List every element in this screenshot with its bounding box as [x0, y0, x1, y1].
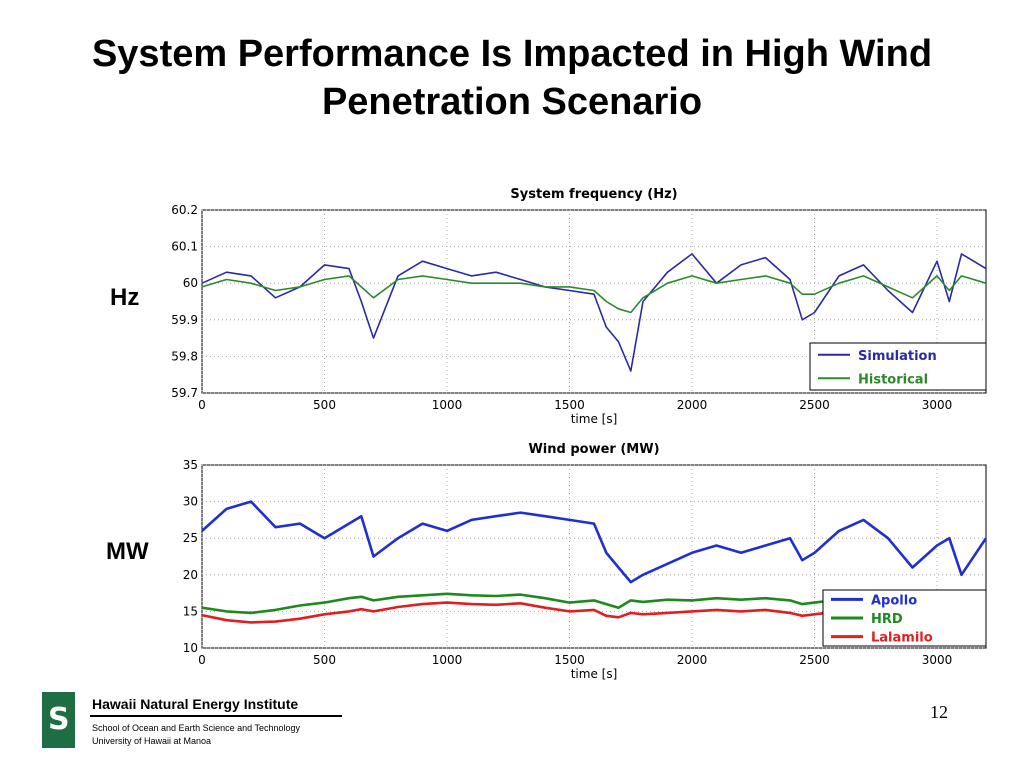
legend-label: HRD [871, 612, 903, 627]
legend-label: Simulation [858, 349, 937, 364]
x-tick-label: 0 [198, 653, 206, 667]
y-tick-label: 25 [183, 531, 198, 545]
x-tick-label: 1500 [554, 653, 585, 667]
x-tick-label: 1000 [432, 398, 463, 412]
y-tick-label: 30 [183, 495, 198, 509]
x-tick-label: 500 [313, 398, 336, 412]
x-tick-label: 500 [313, 653, 336, 667]
x-tick-label: 2500 [799, 653, 830, 667]
x-axis-label: time [s] [571, 412, 618, 426]
y-tick-label: 59.7 [171, 386, 198, 400]
slide-title-line2: Penetration Scenario [321, 81, 703, 123]
y-tick-label: 35 [183, 458, 198, 472]
chart-title: System frequency (Hz) [510, 187, 677, 202]
x-tick-label: 3000 [922, 398, 953, 412]
y-tick-label: 10 [183, 641, 198, 655]
x-tick-label: 2000 [677, 653, 708, 667]
page-number: 12 [930, 702, 948, 722]
slide-title: System Performance Is Impacted in High W… [40, 30, 984, 126]
legend-label: Lalamilo [871, 631, 933, 646]
school-name: School of Ocean and Earth Science and Te… [92, 723, 300, 733]
legend-label: Apollo [871, 593, 917, 608]
y-tick-label: 59.8 [171, 349, 198, 363]
x-axis-label: time [s] [571, 667, 618, 681]
x-tick-label: 1500 [554, 398, 585, 412]
legend-box [809, 342, 987, 391]
series-line-simulation [201, 253, 987, 372]
frequency-unit-label: Hz [110, 284, 140, 311]
y-tick-label: 60.2 [171, 203, 198, 217]
institute-name: Hawaii Natural Energy Institute [92, 696, 299, 712]
series-line-apollo [201, 500, 988, 584]
footer-divider [90, 715, 342, 717]
chart-1: 0 500 1000 1500 2000 2500 3000 59.7 59.8 59.9 60 60… [171, 187, 987, 426]
x-tick-label: 3000 [922, 653, 953, 667]
y-tick-label: 20 [183, 568, 198, 582]
legend-label: Historical [858, 372, 928, 387]
power-unit-label: MW [106, 538, 149, 565]
x-tick-label: 2000 [677, 398, 708, 412]
y-tick-label: 60 [183, 276, 198, 290]
slide-title-line1: System Performance Is Impacted in High W… [91, 33, 933, 75]
y-tick-label: 60.1 [171, 240, 198, 254]
y-tick-label: 59.9 [171, 313, 198, 327]
chart-2: 0 500 1000 1500 2000 2500 3000 10 15 20 25 30 35 Wind… [183, 442, 988, 681]
hnei-logo-icon: S [42, 692, 82, 748]
x-tick-label: 2500 [799, 398, 830, 412]
x-tick-label: 1000 [432, 653, 463, 667]
chart-title: Wind power (MW) [528, 442, 659, 457]
series-line-historical [201, 275, 987, 314]
y-tick-label: 15 [183, 604, 198, 618]
university-name: University of Hawaii at Manoa [92, 736, 212, 746]
x-tick-label: 0 [198, 398, 206, 412]
